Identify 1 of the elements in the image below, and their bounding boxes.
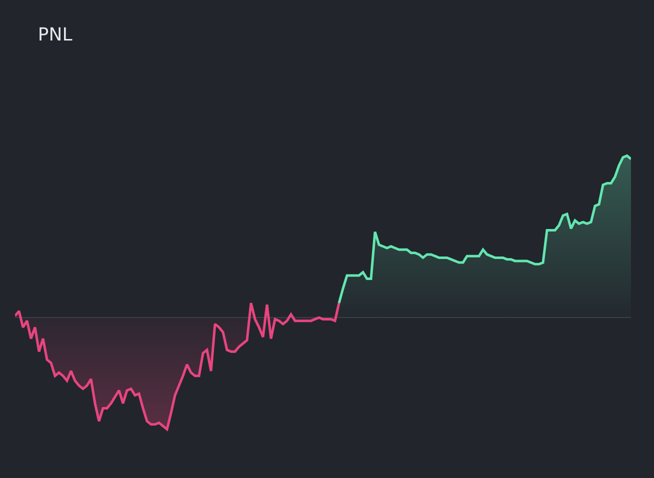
chart-title: PNL xyxy=(38,24,72,46)
